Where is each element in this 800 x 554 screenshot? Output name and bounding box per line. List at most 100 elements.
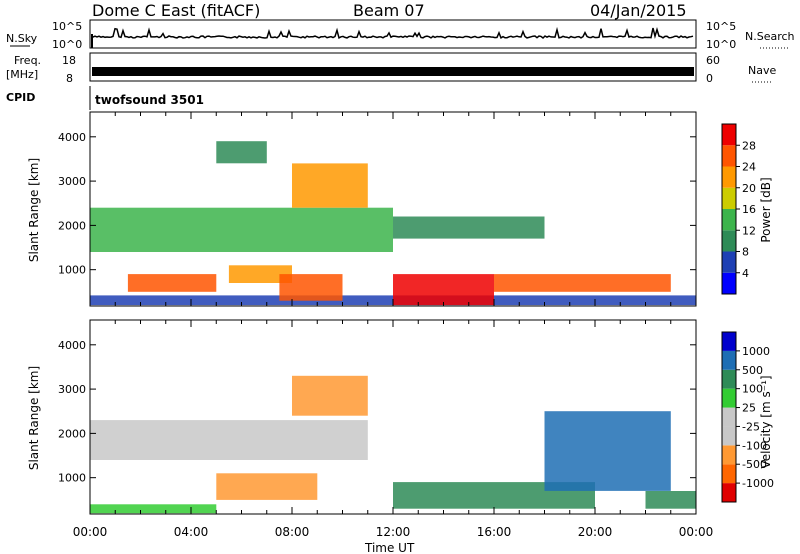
heatmap-region-2 [228,265,292,283]
velocity-panel: 1000 2000 3000 4000 Slant Range [km] 1000 50… [27,319,774,515]
y-tick-label: 3000 [58,175,86,188]
colorbar-segment [722,483,736,502]
power-x-axis [89,112,697,306]
heatmap-region-3 [279,274,343,301]
time-tick-label: 20:00 [578,525,613,539]
heatmap-region-4 [393,274,494,306]
heatmap-region-6 [90,207,393,252]
time-tick-label: 04:00 [174,525,209,539]
time-tick-label: 00:00 [73,525,108,539]
colorbar-tick-label: -100 [742,439,767,452]
power-panel: 1000 2000 3000 4000 Slant Range [km] 4 8 12 16… [27,111,773,307]
colorbar-tick-label: 28 [742,139,756,152]
cpid-label: CPID [6,91,35,104]
colorbar-tick-label: 8 [742,246,749,259]
colorbar-segment [722,464,736,484]
velocity-y-axis: 1000 2000 3000 4000 [58,339,696,485]
colorbar-tick-label: 16 [742,203,756,216]
colorbar-segment [722,332,736,351]
freq-tick-bottom: 8 [66,72,73,85]
freq-frame [89,52,697,82]
colorbar-tick-label: -1000 [742,477,774,490]
time-tick-label: 16:00 [477,525,512,539]
date-title: 04/Jan/2015 [590,1,687,20]
y-tick-label: 1000 [58,472,86,485]
y-tick-label: 4000 [58,339,86,352]
nave-label: Nave [748,64,776,77]
velocity-colorbar: 1000 500 100 25 -25 -100 -500 -1000 [721,331,774,503]
power-y-label: Slant Range [km] [27,158,41,262]
colorbar-tick-label: 12 [742,224,756,237]
velocity-colorbar-label: Velocity [m s⁻¹] [759,375,773,468]
colorbar-frame [721,331,737,503]
colorbar-segment [722,445,736,465]
nsky-trace [92,26,694,40]
colorbar-segment [722,369,736,389]
colorbar-tick-label: 100 [742,383,763,396]
freq-panel: Freq. [MHz] 18 8 60 0 Nave [6,52,776,85]
nsearch-label: N.Search [745,30,795,43]
freq-label: Freq. [14,54,41,67]
colorbar-segment [722,251,736,273]
heatmap-region-0 [90,420,368,460]
nsearch-right-tick-top: 10^5 [706,20,736,33]
colorbar-tick-label: 20 [742,182,756,195]
colorbar-segment [722,426,736,446]
heatmap-region-1 [216,473,318,500]
nsky-label: N.Sky [6,32,38,45]
heatmap-region-5 [494,274,671,292]
colorbar-tick-label: 25 [742,402,756,415]
heatmap-region-7 [292,163,368,208]
colorbar-tick-label: -500 [742,458,767,471]
colorbar-segment [722,209,736,231]
heatmap-region-8 [393,216,545,239]
colorbar-tick-label: 4 [742,267,749,280]
power-y-axis: 1000 2000 3000 4000 [58,131,696,277]
colorbar-segment [722,166,736,188]
colorbar-tick-label: -25 [742,420,760,433]
nave-tick-bottom: 0 [706,72,713,85]
nsearch-right-tick-bottom: 10^0 [706,38,736,51]
colorbar-segment [722,145,736,167]
nave-tick-top: 60 [706,54,720,67]
heatmap-region-2 [90,504,217,514]
colorbar-tick-label: 24 [742,161,756,174]
colorbar-segment [722,407,736,427]
y-tick-label: 2000 [58,219,86,232]
power-colorbar-label: Power [dB] [759,177,773,242]
nsky-left-tick-bottom: 10^0 [52,38,82,51]
cpid-row: CPID twofsound 3501 [6,86,204,110]
velocity-x-axis [89,320,697,514]
y-tick-label: 3000 [58,383,86,396]
power-heatmap [90,141,696,306]
velocity-y-label: Slant Range [km] [27,366,41,470]
nsky-frame [89,19,697,49]
colorbar-tick-label: 1000 [742,345,770,358]
velocity-heatmap [90,375,696,514]
colorbar-segment [722,124,736,146]
beam-title: Beam 07 [353,1,425,20]
colorbar-tick-label: 500 [742,364,763,377]
colorbar-segment [722,388,736,408]
colorbar-segment [722,272,736,294]
freq-trace [92,67,694,76]
colorbar-segment [722,350,736,370]
colorbar-segment [722,230,736,252]
heatmap-region-5 [645,491,696,509]
heatmap-region-6 [292,375,368,416]
colorbar-segment [722,187,736,209]
time-tick-labels: 00:00 04:00 08:00 12:00 16:00 20:00 00:00 [73,525,714,539]
station-title: Dome C East (fitACF) [92,1,260,20]
cpid-value: twofsound 3501 [95,93,204,107]
nsky-left-tick-top: 10^5 [52,20,82,33]
y-tick-label: 4000 [58,131,86,144]
y-tick-label: 1000 [58,264,86,277]
time-tick-label: 00:00 [679,525,714,539]
nsky-panel: N.Sky 10^5 10^0 10^5 10^0 N.Search [6,19,795,51]
power-colorbar: 4 8 12 16 20 24 28 [721,123,756,295]
freq-tick-top: 18 [62,54,76,67]
time-tick-label: 08:00 [275,525,310,539]
heatmap-region-1 [127,274,217,292]
time-tick-label: 12:00 [376,525,411,539]
